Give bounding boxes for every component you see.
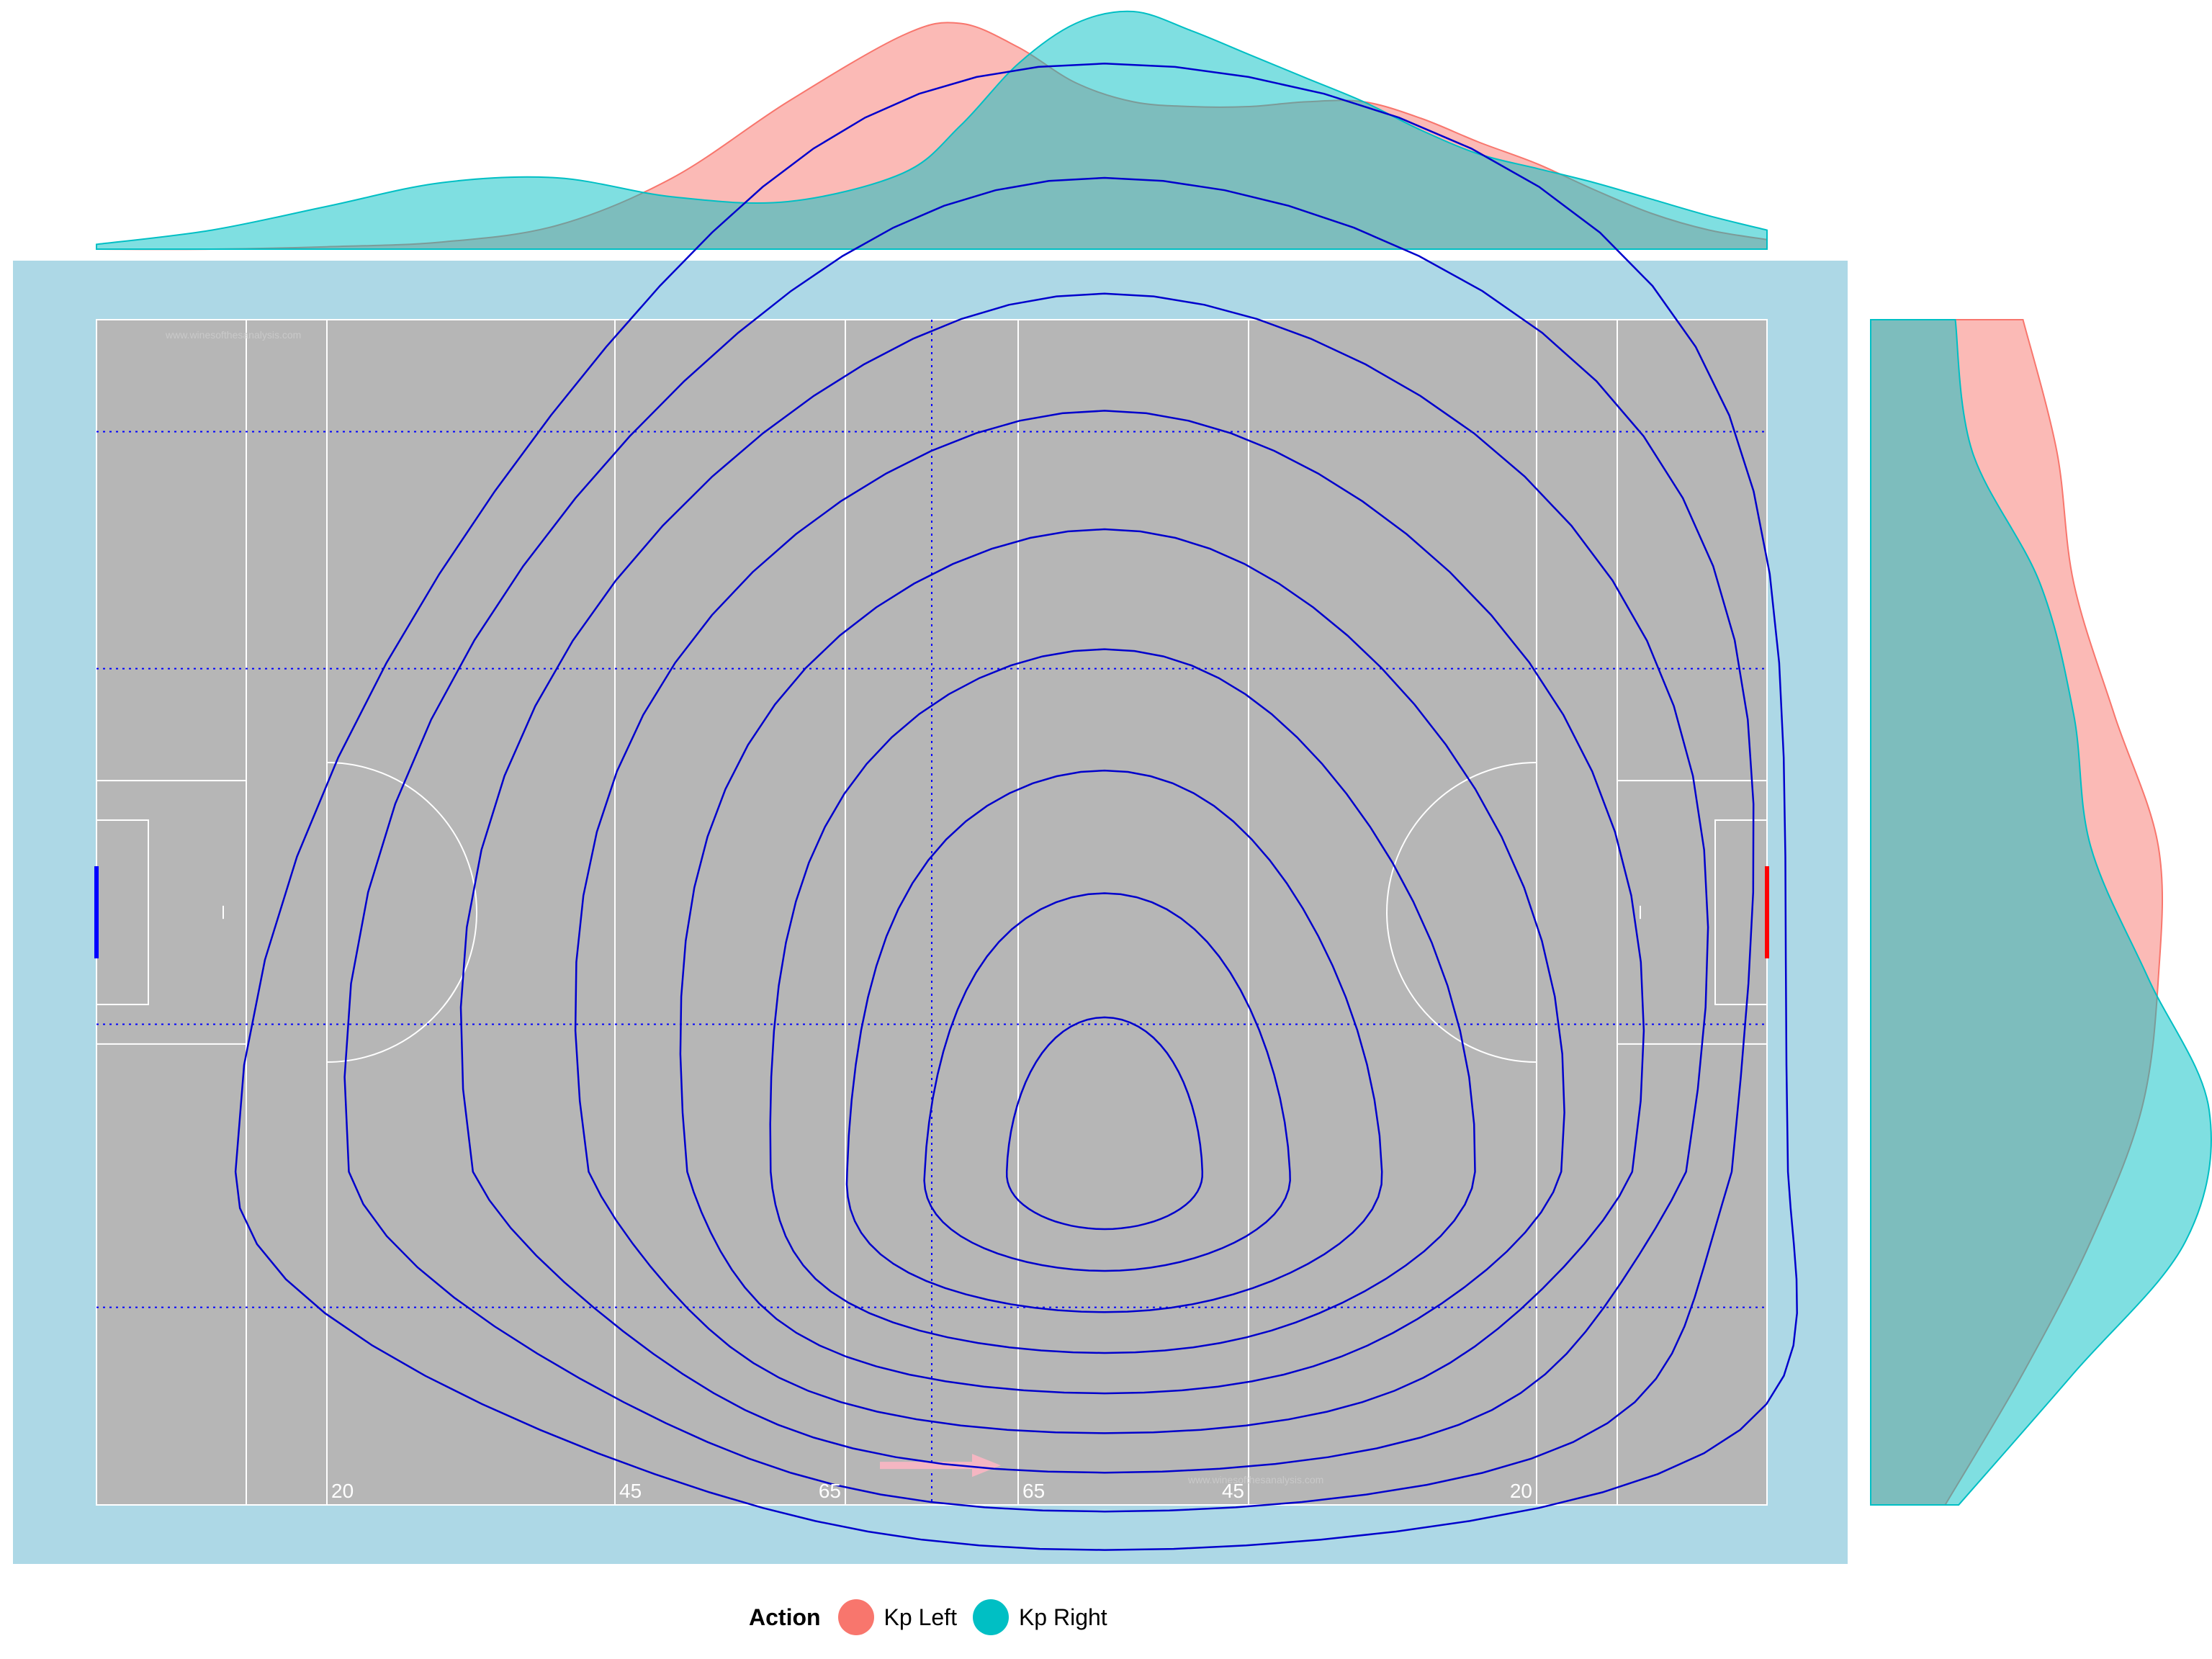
pitch-marker-label: 45 xyxy=(1222,1480,1244,1502)
pitch-marker-label: 20 xyxy=(331,1480,354,1502)
legend-title: Action xyxy=(749,1604,821,1630)
contour-line xyxy=(234,63,1798,1551)
legend: Action Kp Left Kp Right xyxy=(749,1597,1112,1637)
contour-line xyxy=(923,892,1291,1272)
top-density-kp-right xyxy=(96,10,1768,250)
pitch-marker-label: 45 xyxy=(619,1480,642,1502)
pitch-marker-label: 65 xyxy=(819,1480,841,1502)
pitch-markers: 20 45 65 65 45 20 www.winesofthesanalysis.com w… xyxy=(165,329,1532,1502)
contour-line xyxy=(1005,1016,1204,1231)
legend-item-kp-right: Kp Right xyxy=(972,1599,1107,1635)
legend-label-kp-left: Kp Left xyxy=(884,1604,957,1630)
pitch-marker-label: 65 xyxy=(1022,1480,1045,1502)
contour-line xyxy=(343,176,1755,1513)
contour-line xyxy=(769,648,1476,1354)
density-contours xyxy=(234,63,1798,1551)
right-arc xyxy=(1386,762,1537,1063)
legend-swatch-kp-left xyxy=(837,1599,874,1635)
pitch xyxy=(96,320,1767,1505)
legend-swatch-kp-right xyxy=(972,1599,1009,1635)
watermark: www.winesofthesanalysis.com xyxy=(1187,1474,1323,1485)
left-arc xyxy=(326,762,477,1063)
direction-arrow xyxy=(880,1454,1001,1478)
watermark: www.winesofthesanalysis.com xyxy=(165,329,301,341)
right-density-kp-right xyxy=(1870,319,2212,1506)
contour-line xyxy=(845,769,1383,1313)
contour-line xyxy=(679,528,1565,1395)
top-marginal-density xyxy=(96,10,1768,251)
pitch-lines xyxy=(94,319,1769,1506)
legend-label-kp-right: Kp Right xyxy=(1018,1604,1107,1630)
legend-item-kp-left: Kp Left xyxy=(837,1599,957,1635)
right-marginal-density xyxy=(1870,319,2212,1506)
pitch-marker-label: 20 xyxy=(1510,1480,1532,1502)
contour-line xyxy=(574,410,1645,1434)
contour-line xyxy=(459,292,1709,1474)
